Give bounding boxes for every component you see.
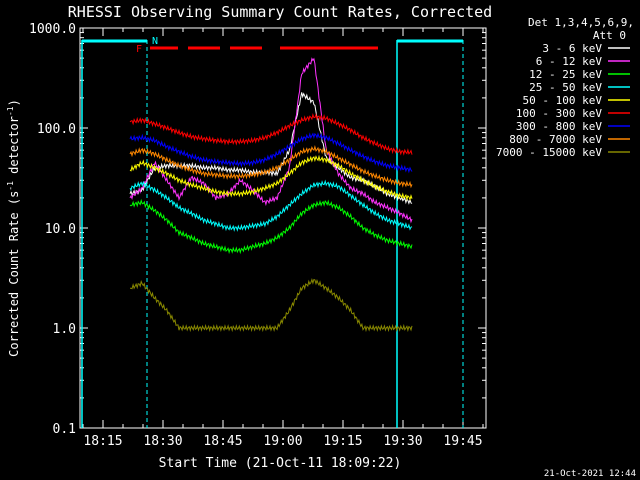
y-tick-label: 0.1 (53, 422, 76, 437)
chart-title: RHESSI Observing Summary Count Rates, Co… (68, 3, 492, 21)
series-line-3 (129, 179, 413, 232)
legend-label: 12 - 25 keV (529, 68, 602, 81)
x-tick-label: 18:15 (83, 434, 122, 449)
x-tick-label: 19:15 (323, 434, 362, 449)
legend-label: 6 - 12 keV (536, 55, 603, 68)
y-tick-label: 1.0 (53, 322, 76, 337)
x-tick-label: 19:30 (383, 434, 422, 449)
x-axis: 18:15 18:30 18:45 19:00 19:15 19:30 19:45 (82, 28, 484, 449)
x-axis-label: Start Time (21-Oct-11 18:09:22) (159, 456, 402, 471)
series-line-7 (129, 144, 413, 189)
legend-label: 7000 - 15000 keV (496, 146, 602, 159)
observing-flags: F N (81, 36, 464, 428)
x-tick-label: 18:45 (203, 434, 242, 449)
footer-date: 21-Oct-2021 12:44 (544, 469, 636, 479)
x-tick-label: 18:30 (143, 434, 182, 449)
y-tick-label: 10.0 (45, 222, 76, 237)
legend-label: 800 - 7000 keV (509, 133, 602, 146)
y-axis: 1000.0 100.0 10.0 1.0 0.1 (29, 22, 486, 437)
series-line-2 (129, 198, 413, 255)
legend-label: 25 - 50 keV (529, 81, 602, 94)
series-line-5 (129, 113, 413, 156)
legend-header-line-1: Det 1,3,4,5,6,9, (528, 16, 634, 29)
legend-label: 300 - 800 keV (516, 120, 602, 133)
legend-label: 3 - 6 keV (542, 42, 602, 55)
legend-header-line-2: Att 0 (593, 29, 626, 42)
y-tick-label: 100.0 (37, 122, 76, 137)
night-flag-label: N (152, 36, 158, 47)
series-line-1 (129, 57, 413, 224)
x-tick-label: 19:00 (263, 434, 302, 449)
x-tick-label: 19:45 (443, 434, 482, 449)
flare-flag-label: F (136, 44, 142, 55)
series-lines (129, 57, 413, 333)
series-line-6 (129, 131, 413, 174)
y-tick-label: 1000.0 (29, 22, 76, 37)
legend-label: 100 - 300 keV (516, 107, 602, 120)
plot-frame (79, 27, 487, 429)
series-line-4 (129, 154, 413, 202)
y-axis-label: Corrected Count Rate (s-1 detector-1) (6, 99, 21, 357)
legend-label: 50 - 100 keV (523, 94, 603, 107)
series-line-8 (130, 277, 413, 333)
series-line-0 (129, 92, 413, 205)
